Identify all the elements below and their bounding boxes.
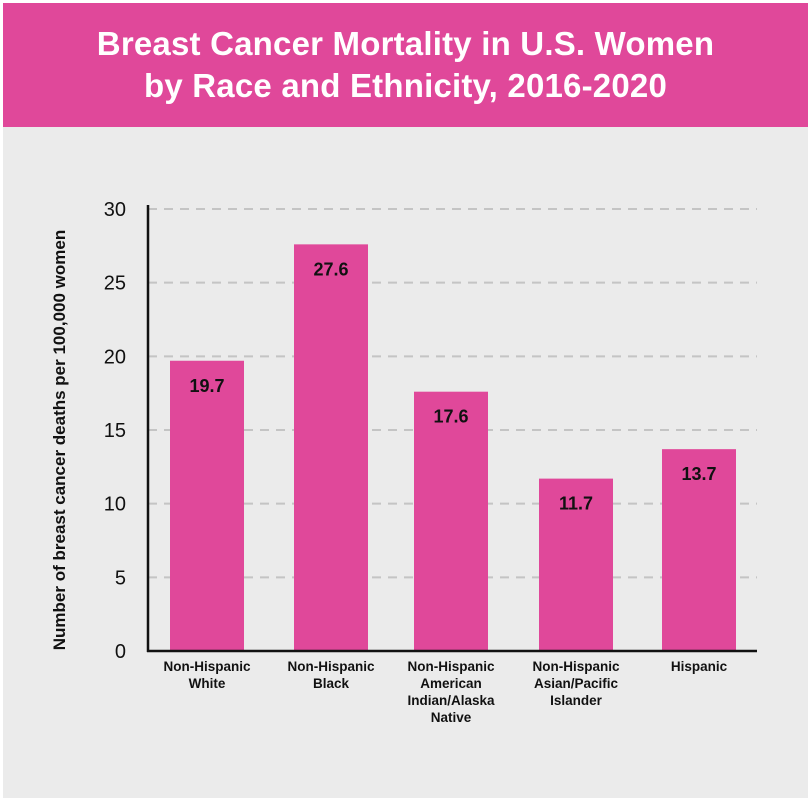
y-tick-label-20: 20 [104, 346, 126, 368]
title-banner: Breast Cancer Mortality in U.S. Women by… [3, 3, 808, 127]
y-tick-label-5: 5 [115, 567, 126, 589]
data-label-3: 11.7 [559, 494, 593, 514]
bar-3 [539, 478, 613, 651]
chart-frame: Breast Cancer Mortality in U.S. Women by… [3, 3, 808, 798]
bar-1 [294, 244, 368, 652]
y-tick-label-30: 30 [104, 199, 126, 221]
data-label-4: 13.7 [681, 464, 716, 484]
chart-title-line-2: by Race and Ethnicity, 2016-2020 [143, 67, 668, 104]
y-tick-label-0: 0 [115, 641, 126, 663]
y-tick-label-25: 25 [104, 273, 126, 295]
bar-4 [662, 449, 736, 651]
chart-title-line-1: Breast Cancer Mortality in U.S. Women [96, 25, 715, 62]
category-label-1: Non-Hispanic Black [287, 659, 374, 691]
y-tick-label-10: 10 [104, 494, 126, 516]
bar-0 [170, 360, 244, 651]
category-label-4: Hispanic [671, 659, 728, 674]
data-label-0: 19.7 [189, 376, 224, 396]
category-label-3: Non-Hispanic Asian/Pacific Islander [532, 659, 619, 708]
bar-2 [414, 391, 488, 651]
data-label-2: 17.6 [433, 407, 468, 427]
y-tick-label-15: 15 [104, 420, 126, 442]
category-label-2: Non-Hispanic American Indian/Alaska Native [407, 659, 495, 725]
category-label-0: Non-Hispanic White [163, 659, 250, 691]
data-label-1: 27.6 [313, 259, 348, 279]
